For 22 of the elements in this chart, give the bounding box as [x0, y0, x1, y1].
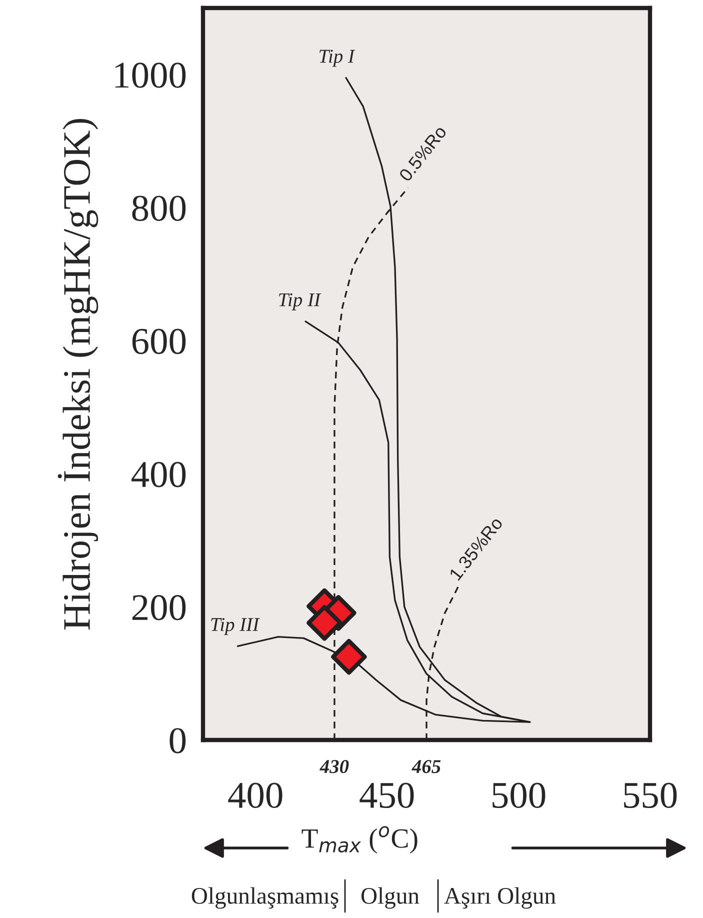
x-tick-label: 550 — [624, 782, 677, 808]
x-axis-title: T$_{max}$ ($^{o}$C) — [302, 826, 418, 854]
x-tick-label: 500 — [492, 782, 546, 808]
text: Aşırı Olgun — [444, 887, 556, 909]
series-label: Tip III — [211, 618, 260, 636]
annotation: 430 — [320, 760, 349, 774]
y-tick-label: 1000 — [115, 62, 186, 88]
series-label: Tip I — [320, 50, 356, 67]
x-tick-label: 400 — [228, 782, 282, 808]
x-tick-label: 450 — [360, 782, 414, 808]
annotation: 465 — [412, 760, 441, 774]
point — [331, 638, 367, 675]
y-tick-label: 0 — [170, 728, 186, 754]
text: Olgun — [361, 887, 420, 909]
point — [306, 604, 342, 641]
series-label: Tip II — [279, 293, 322, 310]
y-tick-label: 200 — [132, 594, 186, 620]
y-tick-label: 400 — [132, 462, 186, 488]
y-tick-label: 800 — [132, 196, 186, 222]
y-tick-label: 600 — [132, 328, 186, 354]
y-axis-title: Hidrojen İndeksi (mgHK/gTOK) — [58, 119, 98, 630]
text: Olgunlaşmamış — [192, 887, 338, 909]
